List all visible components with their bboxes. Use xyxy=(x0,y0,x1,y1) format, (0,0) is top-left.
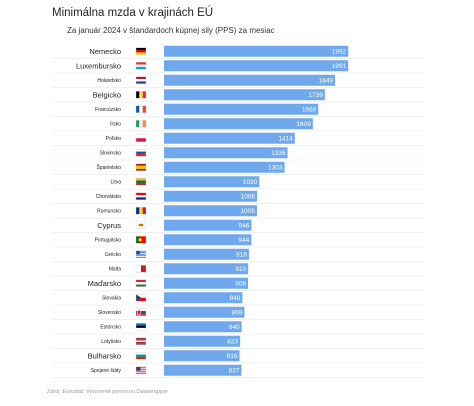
category-label: Maďarsko xyxy=(88,279,121,288)
bar-value-label: 910 xyxy=(235,266,246,273)
bar-value-label: 1992 xyxy=(332,48,347,55)
flag-romania-icon xyxy=(135,207,147,215)
category-label: Belgicko xyxy=(93,90,121,99)
bar xyxy=(164,350,240,362)
flag-france-icon xyxy=(135,105,147,113)
chart-title: Minimálna mzda v krajinách EÚ xyxy=(52,7,214,19)
bar xyxy=(164,321,242,333)
bar-value-label: 1991 xyxy=(332,63,347,70)
flag-slovakia-icon xyxy=(135,308,147,316)
category-label: Luxembursko xyxy=(76,61,121,70)
bar-value-label: 944 xyxy=(238,237,249,244)
category-label: Spojené štáty xyxy=(91,368,122,374)
bar xyxy=(164,277,248,289)
bar xyxy=(164,248,249,260)
bar xyxy=(164,147,288,159)
bar xyxy=(164,292,243,304)
bar xyxy=(164,335,241,347)
flag-poland-icon xyxy=(135,134,147,142)
category-label: Írsko xyxy=(110,121,121,128)
bar-value-label: 1336 xyxy=(271,150,286,157)
category-label: Poľsko xyxy=(106,136,122,142)
flag-usa-icon xyxy=(135,366,147,374)
flag-netherlands-icon xyxy=(135,76,147,84)
flag-malta-icon xyxy=(135,265,147,273)
bar-value-label: 1303 xyxy=(268,164,283,171)
chart-subtitle: Za január 2024 v štandardoch kúpnej sily… xyxy=(67,26,275,35)
bar xyxy=(164,161,285,173)
bar-value-label: 848 xyxy=(230,295,241,302)
bar xyxy=(164,306,245,318)
flag-greece-icon xyxy=(135,250,147,258)
bar xyxy=(164,60,349,72)
category-label: Španielsko xyxy=(97,164,122,171)
bar-value-label: 816 xyxy=(227,353,238,360)
bar-value-label: 840 xyxy=(229,324,240,331)
bar-value-label: 918 xyxy=(236,251,247,258)
source-note: Zdroj: Eurostat; Vytvorené pomocou Dataw… xyxy=(47,389,168,395)
flag-hungary-icon xyxy=(135,279,147,287)
flag-cyprus-icon xyxy=(135,221,147,229)
flag-belgium-icon xyxy=(135,91,147,99)
category-label: Litva xyxy=(110,180,121,186)
bar-value-label: 1849 xyxy=(319,77,334,84)
bar-value-label: 1030 xyxy=(243,179,258,186)
flag-estonia-icon xyxy=(135,323,147,331)
bar xyxy=(164,263,249,275)
category-label: Nemecko xyxy=(89,47,121,56)
bar xyxy=(164,234,252,246)
bar-value-label: 946 xyxy=(239,222,250,229)
bar-value-label: 1668 xyxy=(302,106,317,113)
flag-latvia-icon xyxy=(135,337,147,345)
bar-value-label: 837 xyxy=(229,367,240,374)
flag-croatia-icon xyxy=(135,192,147,200)
category-label: Holandsko xyxy=(97,78,121,84)
bar xyxy=(164,176,260,188)
flag-lithuania-icon xyxy=(135,178,147,186)
bar xyxy=(164,118,313,130)
flag-czechia-icon xyxy=(135,294,147,302)
bar-value-label: 1006 xyxy=(241,193,256,200)
category-label: Portugalsko xyxy=(95,238,122,244)
flag-spain-icon xyxy=(135,163,147,171)
category-label: Lotyšsko xyxy=(101,339,121,345)
flag-slovenia-icon xyxy=(135,149,147,157)
category-label: Rumunsko xyxy=(97,209,121,215)
bar xyxy=(164,89,325,101)
bar-value-label: 1005 xyxy=(240,208,255,215)
bar xyxy=(164,205,257,217)
category-label: Bulharsko xyxy=(88,351,121,360)
bar-value-label: 908 xyxy=(235,280,246,287)
flag-bulgaria-icon xyxy=(135,352,147,360)
category-label: Cyprus xyxy=(97,221,121,230)
category-label: Slovinsko xyxy=(100,151,122,157)
bar xyxy=(164,364,242,376)
bar-value-label: 1414 xyxy=(278,135,293,142)
bar-value-label: 1739 xyxy=(308,92,323,99)
category-label: Francúzsko xyxy=(95,107,121,113)
bar xyxy=(164,103,319,115)
bar xyxy=(164,45,349,57)
category-label: Grécko xyxy=(105,252,121,258)
category-label: Chorvátsko xyxy=(96,194,122,200)
bar-value-label: 1609 xyxy=(296,121,311,128)
flag-luxembourg-icon xyxy=(135,62,147,70)
bar-value-label: 869 xyxy=(232,309,243,316)
category-label: Malta xyxy=(109,267,121,273)
bar xyxy=(164,190,258,202)
bar xyxy=(164,219,252,231)
category-label: Slovensko xyxy=(98,310,121,316)
bar xyxy=(164,74,336,86)
bar-value-label: 823 xyxy=(227,338,238,345)
flag-ireland-icon xyxy=(135,120,147,128)
category-label: Estónsko xyxy=(100,325,121,331)
bar xyxy=(164,132,295,144)
category-label: Slovakia xyxy=(102,296,121,302)
flag-portugal-icon xyxy=(135,236,147,244)
flag-germany-icon xyxy=(135,47,147,55)
